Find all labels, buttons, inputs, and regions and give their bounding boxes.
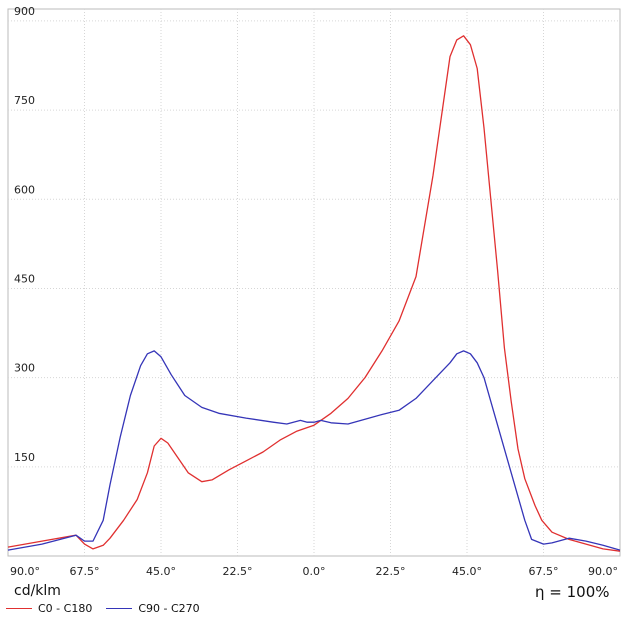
series-line-c0-c180 — [7, 35, 621, 552]
x-tick-label: 45.0° — [146, 565, 176, 578]
y-tick-label: 750 — [14, 94, 35, 107]
series-line-c90-c270 — [7, 350, 621, 551]
series-layer — [7, 35, 621, 552]
unit-label: cd/klm — [14, 583, 61, 599]
legend-item-c90-c270: C90 - C270 — [106, 602, 200, 615]
legend-item-c0-c180: C0 - C180 — [6, 602, 92, 615]
x-tick-label: 0.0° — [303, 565, 326, 578]
x-tick-label: 90.0° — [588, 565, 618, 578]
y-tick-label: 450 — [14, 272, 35, 285]
x-tick-label: 45.0° — [452, 565, 482, 578]
x-tick-label: 67.5° — [529, 565, 559, 578]
y-tick-label: 900 — [14, 5, 35, 18]
legend-label-c0-c180: C0 - C180 — [38, 602, 93, 615]
legend: C0 - C180 C90 - C270 — [6, 602, 214, 615]
y-axis-ticks: 150 300 450 600 750 900 — [14, 5, 35, 464]
x-tick-label: 90.0° — [10, 565, 40, 578]
legend-swatch-c0-c180 — [6, 608, 32, 609]
grid — [8, 9, 620, 556]
legend-label-c90-c270: C90 - C270 — [138, 602, 200, 615]
x-tick-label: 22.5° — [223, 565, 253, 578]
x-tick-label: 67.5° — [70, 565, 100, 578]
x-tick-label: 22.5° — [376, 565, 406, 578]
legend-swatch-c90-c270 — [106, 608, 133, 609]
y-tick-label: 300 — [14, 362, 35, 375]
efficiency-label: η = 100% — [535, 583, 610, 601]
y-tick-label: 600 — [14, 183, 35, 196]
x-axis-ticks: 90.0° 67.5° 45.0° 22.5° 0.0° 22.5° 45.0° 67.5° 9… — [10, 565, 618, 578]
y-tick-label: 150 — [14, 451, 35, 464]
